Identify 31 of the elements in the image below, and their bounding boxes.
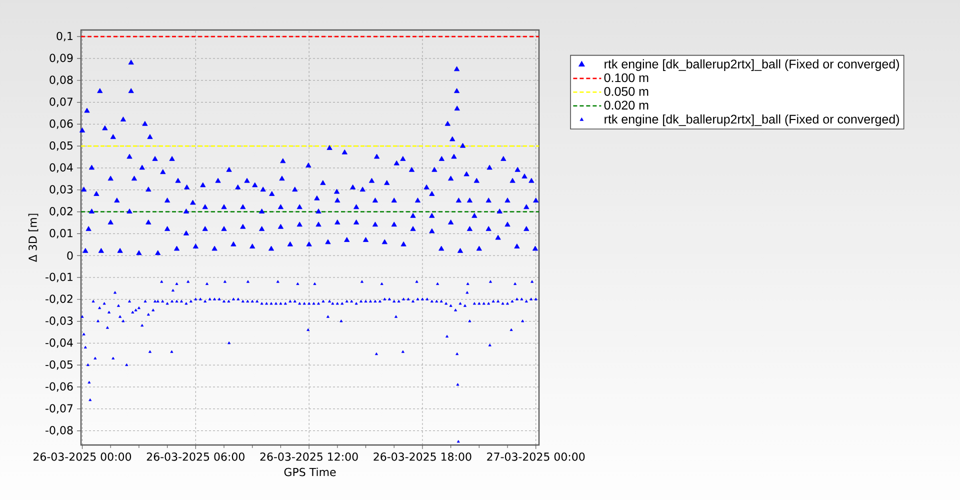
x-tick-label: 26-03-2025 12:00 <box>260 452 358 461</box>
y-tick-label: -0,06 <box>46 382 73 392</box>
y-tick-label: 0,07 <box>50 98 73 107</box>
y-tick-label: 0,09 <box>50 54 73 64</box>
y-tick-label: 0,08 <box>50 76 73 86</box>
y-tick-label: -0,02 <box>46 294 72 304</box>
y-tick-label: -0,03 <box>46 316 73 326</box>
legend-label: 0.020 m <box>604 100 648 110</box>
legend-label: rtk engine [dk_ballerup2rtx]_ball (Fixed or converged) <box>604 59 900 71</box>
legend-label: rtk engine [dk_ballerup2rtx]_ball (Fixed or converged) <box>604 114 900 126</box>
y-axis-title: Δ 3D [m] <box>28 214 38 262</box>
x-tick-label: 26-03-2025 00:00 <box>34 452 132 461</box>
x-tick-label: 27-03-2025 00:00 <box>487 452 585 461</box>
legend-label: 0.100 m <box>604 73 648 82</box>
y-tick-label: 0,03 <box>50 185 73 195</box>
y-tick-label: 0 <box>67 251 73 260</box>
y-tick-label: -0,04 <box>46 338 73 348</box>
y-tick-label: -0,07 <box>46 404 73 414</box>
y-tick-label: 0,06 <box>50 119 73 129</box>
y-tick-label: 0,04 <box>50 163 73 173</box>
x-tick-label: 26-03-2025 06:00 <box>146 452 244 461</box>
y-tick-label: 0,01 <box>50 228 72 238</box>
y-tick-label: 0,02 <box>50 207 72 216</box>
y-tick-label: 0,05 <box>50 141 73 151</box>
y-tick-label: -0,05 <box>46 360 73 370</box>
legend-label: 0.050 m <box>604 87 648 96</box>
x-axis-title: GPS Time <box>284 468 336 476</box>
y-tick-label: -0,08 <box>46 426 73 436</box>
x-tick-label: 26-03-2025 18:00 <box>374 452 472 461</box>
y-tick-label: -0,01 <box>46 272 72 282</box>
y-tick-label: 0,1 <box>56 32 72 42</box>
